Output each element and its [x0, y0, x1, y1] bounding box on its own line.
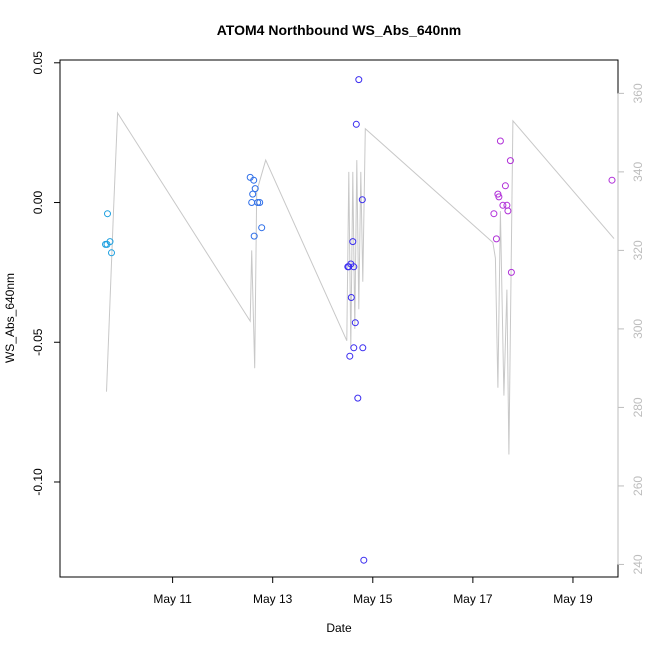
data-point-s2-14 — [360, 556, 368, 564]
data-point-s3-2 — [501, 182, 509, 190]
x-axis-label: Date — [326, 621, 352, 635]
x-tick-label-1: May 13 — [253, 592, 293, 606]
data-point-s3-6 — [503, 201, 511, 209]
wind-direction-line — [106, 111, 615, 455]
data-point-s2-7 — [344, 263, 352, 271]
x-tick-label-2: May 15 — [353, 592, 393, 606]
chart-title: ATOM4 Northbound WS_Abs_640nm — [217, 22, 462, 38]
data-point-s3-8 — [490, 210, 498, 218]
data-point-s2-1 — [352, 120, 360, 128]
data-point-s2-13 — [354, 394, 362, 402]
data-point-s2-8 — [347, 294, 355, 301]
y-axis-right: 240 260 280 300 320 340 360 — [617, 83, 645, 574]
data-point-s2-10 — [350, 344, 358, 352]
data-point-s0-3 — [106, 238, 114, 246]
data-point-s2-12 — [346, 352, 354, 360]
data-point-s0-0 — [104, 210, 111, 218]
plot-frame — [59, 59, 619, 578]
y-axis-left: 0.05 0.00 -0.05 -0.10 — [31, 51, 61, 496]
x-tick-label-0: May 11 — [153, 592, 192, 606]
data-point-s1-5 — [254, 199, 262, 206]
data-point-s3-7 — [504, 207, 512, 215]
y2-tick-label-6: 360 — [631, 83, 645, 103]
data-point-s2-11 — [359, 344, 367, 352]
data-point-s1-3 — [251, 185, 259, 193]
data-point-s3-10 — [507, 268, 515, 276]
y-tick-label-0: 0.05 — [31, 51, 45, 75]
y2-tick-label-5: 340 — [631, 162, 645, 182]
data-point-s3-11 — [608, 176, 616, 184]
y2-tick-label-3: 300 — [631, 319, 645, 339]
x-axis: May 11 May 13 May 15 May 17 May 19 — [153, 576, 593, 606]
y-axis-label: WS_Abs_640nm — [3, 273, 17, 363]
data-point-s1-8 — [258, 224, 266, 232]
data-point-s1-7 — [250, 232, 258, 240]
data-point-s0-4 — [108, 249, 115, 257]
y2-tick-label-2: 280 — [631, 397, 645, 417]
data-point-s1-2 — [250, 176, 258, 184]
data-point-s1-6 — [256, 199, 264, 206]
data-point-s2-9 — [351, 319, 359, 327]
x-tick-label-4: May 19 — [553, 592, 593, 606]
y2-tick-label-4: 320 — [631, 240, 645, 260]
data-point-s2-3 — [349, 238, 357, 246]
wind-direction-layer — [106, 111, 615, 455]
y-tick-label-1: 0.00 — [31, 191, 45, 215]
data-point-s2-0 — [355, 76, 363, 84]
data-point-s3-5 — [499, 201, 507, 209]
data-point-s3-1 — [506, 157, 514, 165]
data-point-s3-4 — [495, 193, 503, 201]
y2-tick-label-1: 260 — [631, 476, 645, 496]
points-layer — [102, 76, 616, 564]
y-tick-label-2: -0.05 — [31, 328, 45, 356]
data-point-s1-4 — [248, 199, 256, 206]
x-tick-label-3: May 17 — [453, 592, 493, 606]
y-tick-label-3: -0.10 — [31, 468, 45, 496]
data-point-s3-0 — [496, 137, 504, 145]
y2-tick-label-0: 240 — [631, 554, 645, 574]
data-point-s1-1 — [249, 190, 257, 198]
data-point-s2-2 — [358, 196, 366, 204]
data-point-s3-9 — [492, 235, 500, 243]
